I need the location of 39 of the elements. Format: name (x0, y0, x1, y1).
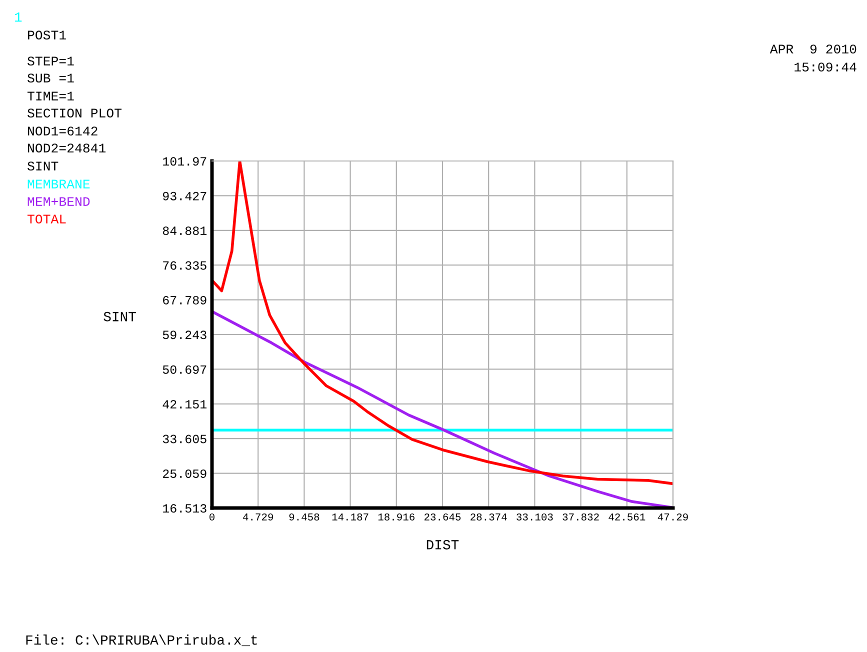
text: POST1 (28, 30, 66, 40)
y-tick-label: 42.151 (162, 400, 207, 409)
y-tick-label: 84.881 (162, 226, 207, 236)
x-tick-label: 9.458 (289, 513, 320, 521)
x-axis-title: DIST (426, 540, 459, 550)
x-tick-label: 33.103 (516, 513, 553, 521)
y-tick-label: 101.97 (163, 157, 206, 166)
text: SECTION PLOT (28, 108, 122, 118)
text: 15:09:44 (794, 62, 856, 72)
x-tick-label: 47.29 (658, 513, 688, 521)
text: STEP=1 (28, 56, 74, 66)
y-tick-label: 93.427 (162, 192, 206, 200)
text: SINT (28, 162, 58, 171)
x-tick-label: 18.916 (378, 513, 414, 521)
x-tick-label: 42.561 (608, 513, 646, 521)
x-tick-label: 14.187 (332, 513, 368, 521)
text: MEMBRANE (28, 180, 90, 188)
text: NOD1=6142 (28, 126, 98, 136)
y-tick-label: 59.243 (162, 330, 206, 340)
x-tick-label: 0 (210, 513, 214, 521)
y-axis-title: SINT (104, 312, 136, 322)
x-tick-label: 23.645 (424, 513, 461, 521)
text: TIME=1 (27, 92, 74, 100)
text: File: C:\PRIRUBA\Priruba.x_t (26, 634, 257, 646)
y-tick-label: 25.059 (163, 469, 206, 478)
x-tick-label: 28.374 (470, 513, 507, 521)
y-tick-label: 33.605 (162, 434, 206, 444)
x-tick-label: 37.832 (562, 513, 599, 521)
y-tick-label: 50.697 (162, 365, 206, 374)
text: SUB =1 (28, 74, 74, 83)
text: MEM+BEND (28, 197, 90, 206)
x-tick-label: 4.729 (242, 513, 274, 521)
y-tick-label: 16.513 (163, 504, 206, 513)
text: 1 (15, 12, 22, 22)
text: TOTAL (27, 214, 66, 224)
y-tick-label: 67.789 (163, 296, 206, 304)
text: NOD2=24841 (28, 144, 106, 153)
y-tick-label: 76.335 (163, 261, 206, 270)
text: APR 9 2010 (770, 44, 856, 54)
